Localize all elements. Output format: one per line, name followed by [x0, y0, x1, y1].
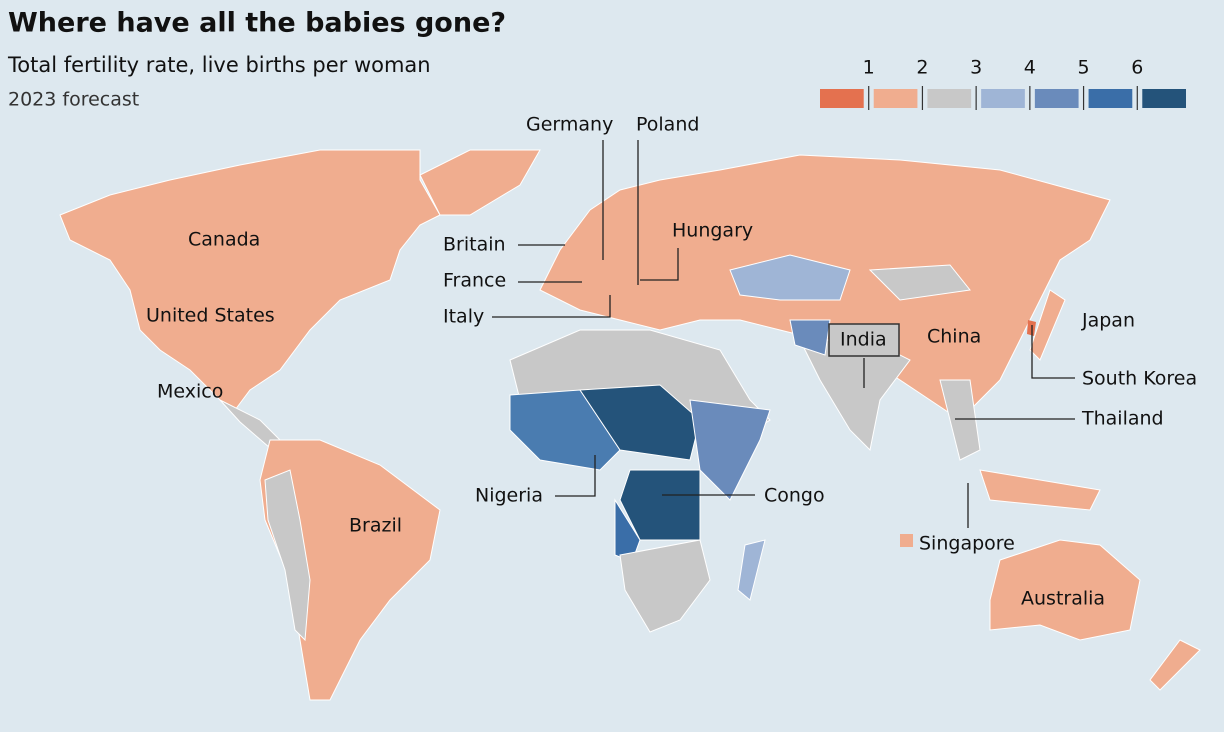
- andes: [264, 469, 311, 642]
- country-label: Singapore: [919, 533, 1015, 555]
- legend-tick-label: 5: [1078, 57, 1090, 79]
- legend-swatch: [873, 89, 918, 108]
- country-label: Mexico: [157, 381, 223, 403]
- greenland: [419, 149, 541, 216]
- legend-tick-label: 4: [1024, 57, 1036, 79]
- country-label: China: [927, 326, 981, 348]
- legend: 1 2 3 4 5 6: [820, 57, 1186, 110]
- legend-tick-label: 3: [970, 57, 982, 79]
- new-zealand: [1149, 639, 1201, 691]
- australia: [989, 539, 1141, 641]
- madagascar: [737, 539, 766, 601]
- indonesia: [979, 469, 1101, 511]
- country-label: Australia: [1021, 588, 1105, 610]
- leader-line: [492, 295, 611, 318]
- legend-tick-label: 2: [916, 57, 928, 79]
- legend-swatch: [820, 89, 864, 108]
- legend-swatch: [1034, 89, 1079, 108]
- leaders: [492, 140, 1075, 547]
- singapore-swatch: [900, 534, 913, 547]
- country-label: South Korea: [1082, 368, 1197, 390]
- legend-tick-label: 6: [1131, 57, 1143, 79]
- subtitle: Total fertility rate, live births per wo…: [7, 53, 431, 77]
- japan: [1029, 289, 1066, 361]
- congo: [619, 469, 701, 541]
- country-label: Germany: [526, 114, 613, 136]
- country-label: Poland: [636, 114, 699, 136]
- legend-swatch: [927, 89, 972, 108]
- southeast-asia: [939, 379, 981, 461]
- note: 2023 forecast: [8, 89, 139, 111]
- country-label: Canada: [188, 229, 260, 251]
- legend-tick-label: 1: [863, 57, 875, 79]
- southern-africa: [619, 539, 711, 633]
- map: [59, 149, 1201, 701]
- sahel: [579, 384, 701, 461]
- country-label: Britain: [443, 234, 506, 256]
- title: Where have all the babies gone?: [8, 8, 506, 39]
- legend-swatch: [1142, 89, 1186, 108]
- country-label: Brazil: [349, 515, 402, 537]
- legend-swatch: [1088, 89, 1133, 108]
- leader-line: [640, 248, 679, 281]
- country-label: Thailand: [1081, 408, 1164, 430]
- country-label: Japan: [1081, 310, 1135, 332]
- east-africa: [689, 399, 771, 501]
- country-label: Hungary: [672, 220, 753, 242]
- leader-line: [555, 455, 596, 497]
- country-label: United States: [146, 305, 275, 327]
- country-label: Nigeria: [475, 485, 543, 507]
- north-america: [59, 149, 441, 411]
- india-label-box: [828, 323, 900, 357]
- country-label: India: [840, 329, 887, 351]
- legend-swatch: [981, 89, 1025, 108]
- mongolia: [868, 264, 971, 301]
- afghanistan-pakistan: [789, 319, 831, 356]
- country-label: France: [443, 270, 506, 292]
- country-labels: Germany Poland Britain Hungary France Italy Ca…: [146, 114, 1197, 610]
- leader-line: [1031, 325, 1075, 379]
- central-asia: [729, 254, 851, 301]
- country-label: Congo: [764, 485, 825, 507]
- country-label: Italy: [443, 306, 484, 328]
